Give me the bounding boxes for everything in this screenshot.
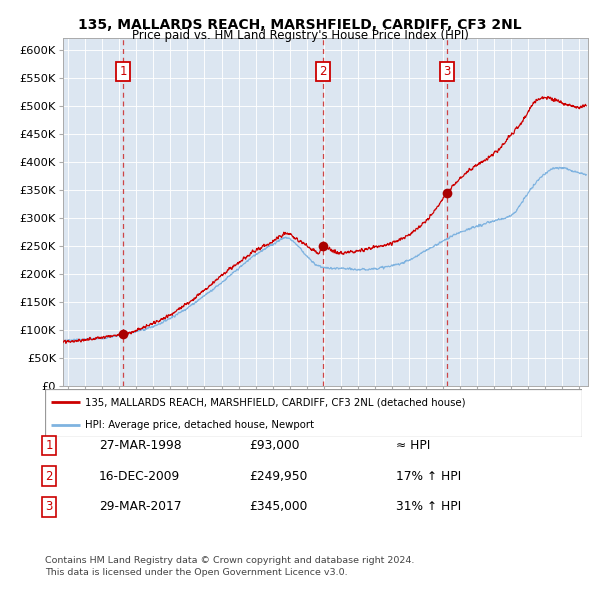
Text: 2: 2 xyxy=(319,65,327,78)
Text: 1: 1 xyxy=(46,439,53,452)
Text: 29-MAR-2017: 29-MAR-2017 xyxy=(99,500,182,513)
Text: 1: 1 xyxy=(119,65,127,78)
Text: £249,950: £249,950 xyxy=(249,470,307,483)
Text: £345,000: £345,000 xyxy=(249,500,307,513)
Text: 2: 2 xyxy=(46,470,53,483)
Text: Contains HM Land Registry data © Crown copyright and database right 2024.: Contains HM Land Registry data © Crown c… xyxy=(45,556,415,565)
Text: 17% ↑ HPI: 17% ↑ HPI xyxy=(396,470,461,483)
Text: 16-DEC-2009: 16-DEC-2009 xyxy=(99,470,180,483)
Text: HPI: Average price, detached house, Newport: HPI: Average price, detached house, Newp… xyxy=(85,420,314,430)
Text: 3: 3 xyxy=(443,65,451,78)
Text: 31% ↑ HPI: 31% ↑ HPI xyxy=(396,500,461,513)
Text: 135, MALLARDS REACH, MARSHFIELD, CARDIFF, CF3 2NL (detached house): 135, MALLARDS REACH, MARSHFIELD, CARDIFF… xyxy=(85,397,466,407)
Text: ≈ HPI: ≈ HPI xyxy=(396,439,430,452)
Text: 135, MALLARDS REACH, MARSHFIELD, CARDIFF, CF3 2NL: 135, MALLARDS REACH, MARSHFIELD, CARDIFF… xyxy=(78,18,522,32)
Text: £93,000: £93,000 xyxy=(249,439,299,452)
Text: Price paid vs. HM Land Registry's House Price Index (HPI): Price paid vs. HM Land Registry's House … xyxy=(131,30,469,42)
Text: This data is licensed under the Open Government Licence v3.0.: This data is licensed under the Open Gov… xyxy=(45,568,347,577)
Text: 27-MAR-1998: 27-MAR-1998 xyxy=(99,439,182,452)
Text: 3: 3 xyxy=(46,500,53,513)
